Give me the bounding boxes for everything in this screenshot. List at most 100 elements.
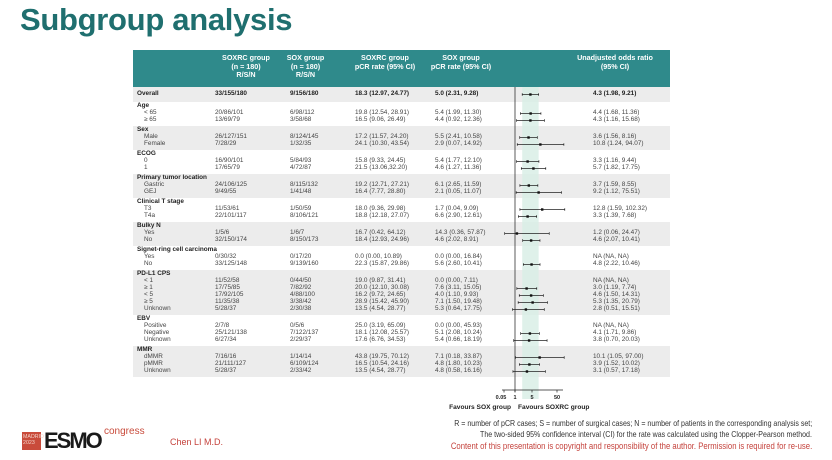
cell-or-text: NA (NA, NA) xyxy=(593,253,629,260)
point-estimate xyxy=(532,167,535,170)
cell-label: < 1 xyxy=(144,277,154,284)
cell-soxrc-rate: 19.2 (12.71, 27.21) xyxy=(355,181,410,188)
cell-label: 1 xyxy=(144,164,148,171)
cell-soxrc: 17/92/105 xyxy=(215,291,244,298)
cell-sox: 0/5/6 xyxy=(290,322,305,329)
point-estimate xyxy=(526,215,529,218)
cell-label: ≥ 5 xyxy=(144,298,153,305)
favours-sox-label: Favours SOX group xyxy=(449,404,511,411)
footnote-ci: The two-sided 95% confidence interval (C… xyxy=(480,430,812,439)
cell-or-text: 3.0 (1.19, 7.74) xyxy=(593,284,637,291)
x-tick-label: 0.05 xyxy=(496,395,507,401)
cell-sox: 9/156/180 xyxy=(290,90,319,97)
row-stripe xyxy=(133,174,670,198)
cell-soxrc-rate: 19.8 (12.54, 28.91) xyxy=(355,109,410,116)
cell-sox-rate: 2.9 (0.07, 14.92) xyxy=(435,140,482,147)
cell-or-text: 12.8 (1.59, 102.32) xyxy=(593,205,648,212)
group-label: EBV xyxy=(137,315,151,322)
cell-soxrc: 24/106/125 xyxy=(215,181,247,188)
cell-sox: 8/150/173 xyxy=(290,236,319,243)
point-estimate xyxy=(530,263,533,266)
cell-label: T3 xyxy=(144,205,152,212)
cell-soxrc-rate: 28.9 (15.42, 45.90) xyxy=(355,298,410,305)
forest-mark xyxy=(516,160,540,163)
x-tick-label: 5 xyxy=(530,395,533,401)
cell-sox-rate: 4.6 (2.02, 8.91) xyxy=(435,236,479,243)
cell-or-text: 4.6 (1.50, 14.31) xyxy=(593,291,640,298)
cell-or-text: 5.7 (1.82, 17.75) xyxy=(593,164,640,171)
cell-label: dMMR xyxy=(144,353,163,360)
cell-label: Gastric xyxy=(144,181,165,188)
cell-soxrc: 25/121/138 xyxy=(215,329,247,336)
cell-sox: 1/50/59 xyxy=(290,205,312,212)
point-estimate xyxy=(527,339,531,342)
row-stripe xyxy=(133,222,670,246)
cell-soxrc-rate: 18.1 (12.08, 25.57) xyxy=(355,329,410,336)
group-label: MMR xyxy=(137,346,153,353)
cell-soxrc: 21/111/127 xyxy=(215,360,247,367)
cell-or-text: 3.7 (1.59, 8.55) xyxy=(593,181,637,188)
forest-mark xyxy=(513,339,548,342)
cell-or-text: 9.2 (1.12, 75.51) xyxy=(593,188,640,195)
cell-soxrc: 2/7/8 xyxy=(215,322,230,329)
cell-soxrc: 26/127/151 xyxy=(215,133,247,140)
cell-or-text: 4.4 (1.68, 11.36) xyxy=(593,109,640,116)
cell-sox-rate: 1.7 (0.04, 9.09) xyxy=(435,205,479,212)
cell-soxrc-rate: 20.0 (12.10, 30.08) xyxy=(355,284,410,291)
cell-sox: 3/58/68 xyxy=(290,116,312,123)
header-sox-rsn: SOX group (n = 180) R/S/N xyxy=(286,53,325,80)
cell-sox: 0/17/20 xyxy=(290,253,312,260)
cell-sox: 1/14/14 xyxy=(290,353,312,360)
cell-or-text: 2.8 (0.51, 15.51) xyxy=(593,305,640,312)
cell-soxrc: 6/27/34 xyxy=(215,336,237,343)
cell-soxrc: 5/28/37 xyxy=(215,305,237,312)
cell-soxrc-rate: 13.5 (4.54, 28.77) xyxy=(355,367,406,374)
logo-city: MADRID xyxy=(23,434,44,440)
cell-sox: 5/84/93 xyxy=(290,157,312,164)
cell-soxrc: 11/53/61 xyxy=(215,205,240,212)
forest-mark xyxy=(523,263,541,266)
cell-soxrc-rate: 16.2 (9.72, 24.65) xyxy=(355,291,406,298)
table-header: SOXRC group (n = 180) R/S/N SOX group (n… xyxy=(133,50,670,87)
cell-or-text: 4.3 (1.16, 15.68) xyxy=(593,116,640,123)
slide-title: Subgroup analysis xyxy=(20,2,293,37)
cell-sox: 7/82/92 xyxy=(290,284,312,291)
cell-sox-rate: 4.0 (1.10, 9.93) xyxy=(435,291,479,298)
cell-or-text: 3.6 (1.56, 8.16) xyxy=(593,133,637,140)
favours-soxrc-label: Favours SOXRC group xyxy=(518,404,590,411)
cell-or-text: NA (NA, NA) xyxy=(593,277,629,284)
cell-label: Positive xyxy=(144,322,167,329)
point-estimate xyxy=(529,112,532,115)
cell-soxrc-rate: 16.4 (7.77, 28.80) xyxy=(355,188,406,195)
group-label: Clinical T stage xyxy=(137,198,184,205)
cell-or-text: 10.8 (1.24, 94.07) xyxy=(593,140,644,147)
cell-label: < 65 xyxy=(144,109,157,116)
cell-soxrc-rate: 43.8 (19.75, 70.12) xyxy=(355,353,410,360)
point-estimate xyxy=(541,208,544,211)
cell-soxrc-rate: 13.5 (4.54, 28.77) xyxy=(355,305,406,312)
row-stripe xyxy=(133,270,670,315)
cell-or-text: 3.1 (0.57, 17.18) xyxy=(593,367,640,374)
author-name: Chen LI M.D. xyxy=(170,437,224,447)
cell-label: Unknown xyxy=(144,336,171,343)
cell-sox-rate: 5.4 (1.77, 12.10) xyxy=(435,157,482,164)
group-label: Age xyxy=(137,102,150,109)
cell-soxrc-rate: 18.3 (12.97, 24.77) xyxy=(355,90,410,97)
cell-sox: 1/41/48 xyxy=(290,188,312,195)
cell-soxrc-rate: 18.4 (12.93, 24.96) xyxy=(355,236,410,243)
cell-label: GEJ xyxy=(144,188,157,195)
cell-soxrc-rate: 17.2 (11.57, 24.20) xyxy=(355,133,409,140)
cell-label: ≥ 1 xyxy=(144,284,153,291)
cell-label: No xyxy=(144,236,153,243)
x-tick-label: 50 xyxy=(554,395,560,401)
cell-label: pMMR xyxy=(144,360,163,367)
cell-sox-rate: 4.4 (0.92, 12.36) xyxy=(435,116,482,123)
cell-sox: 3/38/42 xyxy=(290,298,312,305)
cell-label: Yes xyxy=(144,253,155,260)
logo-city-block: MADRID 2023 xyxy=(22,432,44,450)
cell-or-text: 3.3 (1.39, 7.68) xyxy=(593,212,637,219)
point-estimate xyxy=(528,332,532,335)
cell-soxrc: 11/52/58 xyxy=(215,277,240,284)
cell-or-text: 4.3 (1.98, 9.21) xyxy=(593,90,637,97)
cell-or-text: 4.1 (1.71, 9.86) xyxy=(593,329,637,336)
